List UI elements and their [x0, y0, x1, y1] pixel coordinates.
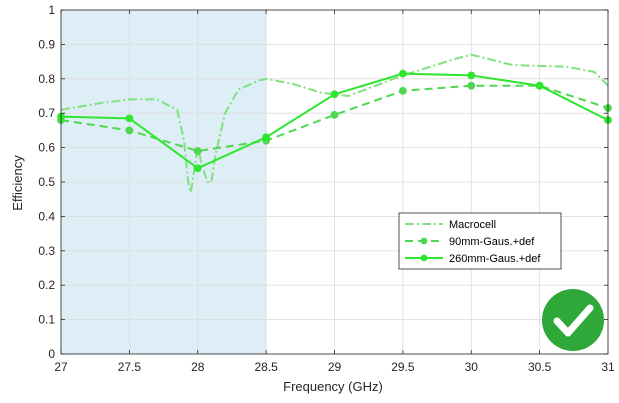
y-axis-label: Efficiency [10, 155, 25, 211]
y-tick-label: 0.2 [38, 278, 55, 292]
legend-marker-3 [420, 254, 428, 262]
legend: Macrocell 90mm-Gaus.+def 260mm-Gaus.+def [398, 212, 562, 270]
data-point-series-2 [398, 86, 407, 95]
x-tick-label: 28.5 [254, 360, 278, 374]
x-axis-label: Frequency (GHz) [283, 379, 383, 394]
x-tick-label: 29.5 [391, 360, 415, 374]
legend-label-2: 90mm-Gaus.+def [449, 236, 535, 248]
data-point-series-3 [262, 133, 271, 142]
legend-label-1: Macrocell [449, 219, 496, 231]
y-tick-label: 1 [48, 3, 55, 17]
legend-label-3: 260mm-Gaus.+def [449, 253, 541, 265]
series-line-2 [60, 84, 609, 152]
x-tick-label: 31 [601, 360, 615, 374]
x-tick-label: 30 [465, 360, 479, 374]
x-tick-label: 28 [191, 360, 205, 374]
y-tick-label: 0.9 [38, 37, 55, 51]
x-tick-label: 27.5 [118, 360, 142, 374]
y-tick-label: 0.8 [38, 72, 55, 86]
y-tick-label: 0.7 [38, 106, 55, 120]
badge-circle [542, 289, 604, 351]
y-tick-label: 0.3 [38, 244, 55, 258]
data-point-series-2 [467, 81, 476, 90]
legend-marker-2 [420, 237, 428, 245]
x-tick-label: 30.5 [528, 360, 552, 374]
y-tick-label: 0.5 [38, 175, 55, 189]
data-point-series-3 [330, 90, 339, 99]
data-point-series-3 [535, 81, 544, 90]
data-point-series-3 [193, 164, 202, 173]
data-point-series-3 [398, 69, 407, 78]
x-tick-label: 27 [54, 360, 68, 374]
data-point-series-2 [125, 126, 134, 135]
data-point-series-3 [467, 71, 476, 80]
data-point-series-3 [125, 114, 134, 123]
x-tick-label: 29 [328, 360, 342, 374]
check-icon [553, 304, 594, 337]
plot-area: 27 27.5 28 28.5 29 29.5 30 30.5 31 0 0.1 0.2 0.3 0.4 0… [38, 3, 615, 374]
y-tick-label: 0.1 [38, 313, 55, 327]
check-badge [542, 289, 604, 351]
data-point-series-2 [330, 111, 339, 119]
y-tick-label: 0.4 [38, 209, 55, 223]
data-point-series-2 [193, 147, 202, 155]
y-tick-label: 0.6 [38, 141, 55, 155]
y-tick-label: 0 [48, 347, 55, 361]
